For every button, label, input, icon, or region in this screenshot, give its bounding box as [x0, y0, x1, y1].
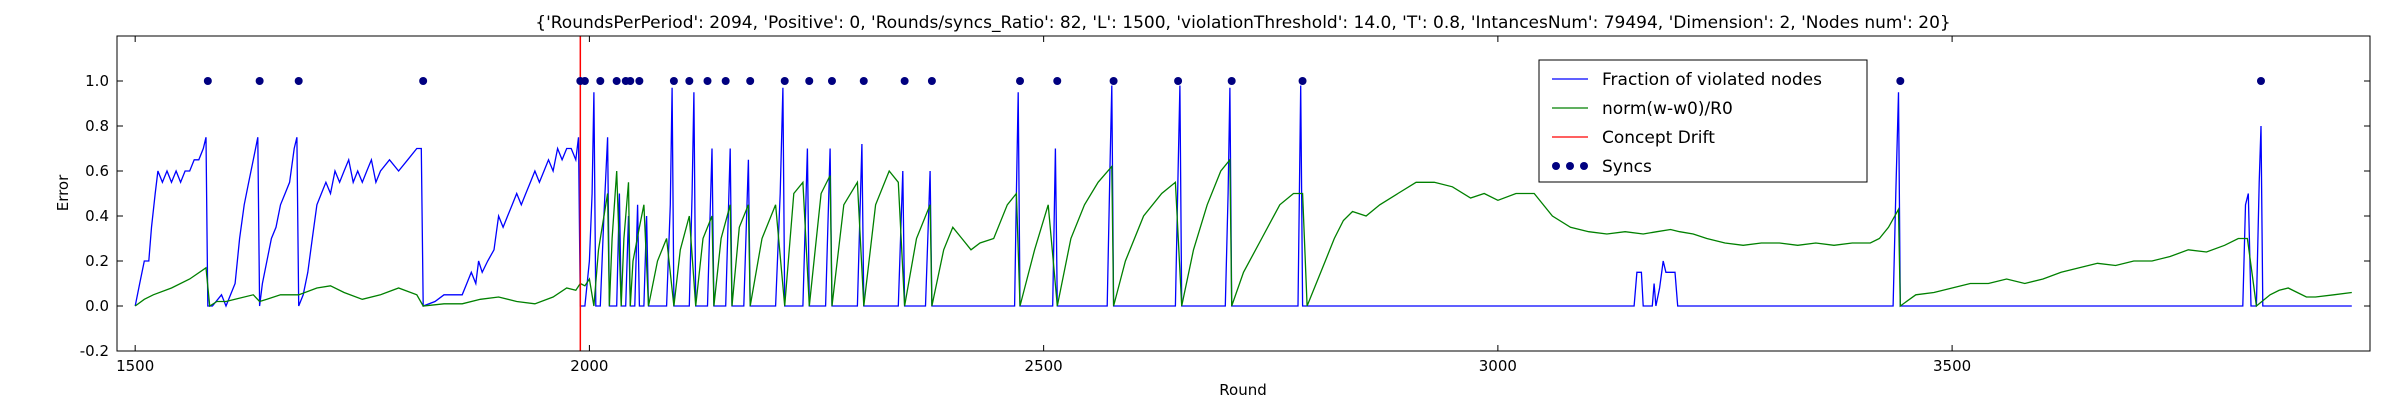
x-tick-label: 2000	[570, 357, 608, 375]
y-tick-label: 1.0	[85, 72, 109, 90]
legend: Fraction of violated nodes norm(w-w0)/R0…	[1538, 59, 1868, 183]
y-tick-label: 0.4	[85, 207, 109, 225]
plot-frame	[116, 35, 2371, 352]
sync-point	[927, 77, 936, 85]
x-tick-label: 1500	[116, 357, 154, 375]
sync-point	[2256, 77, 2265, 85]
series-line-1	[134, 157, 2352, 308]
legend-marker-sync	[1580, 162, 1588, 170]
sync-point	[419, 77, 428, 85]
sync-point	[626, 77, 635, 85]
legend-label-norm: norm(w-w0)/R0	[1602, 99, 1733, 119]
x-tick-label: 3000	[1479, 357, 1517, 375]
series-line-0	[134, 85, 2352, 308]
sync-point	[805, 77, 814, 85]
legend-label-syncs: Syncs	[1602, 157, 1652, 177]
sync-point	[669, 77, 678, 85]
legend-box	[1538, 59, 1868, 183]
y-tick-label: 0.2	[85, 252, 109, 270]
sync-point	[827, 77, 836, 85]
plot-area	[134, 36, 2352, 351]
x-tick-label: 3500	[1933, 357, 1971, 375]
sync-point	[635, 77, 644, 85]
sync-point	[612, 77, 621, 85]
y-axis: -0.2 0.0 0.2 0.4 0.6 0.8 1.0	[80, 72, 2370, 360]
sync-point	[1896, 77, 1905, 85]
sync-point	[1053, 77, 1062, 85]
sync-point	[685, 77, 694, 85]
x-axis-label: Round	[1219, 381, 1266, 399]
sync-point	[746, 77, 755, 85]
sync-point	[203, 77, 212, 85]
y-tick-label: 0.6	[85, 162, 109, 180]
sync-point	[859, 77, 868, 85]
sync-point	[703, 77, 712, 85]
sync-point	[1016, 77, 1025, 85]
sync-point	[1109, 77, 1118, 85]
sync-point	[1174, 77, 1183, 85]
sync-point	[255, 77, 264, 85]
sync-point	[294, 77, 303, 85]
legend-marker-sync	[1566, 162, 1574, 170]
y-tick-label: -0.2	[80, 342, 109, 360]
sync-point	[780, 77, 789, 85]
legend-label-drift: Concept Drift	[1602, 128, 1715, 148]
legend-label-violated: Fraction of violated nodes	[1602, 70, 1822, 90]
y-tick-label: 0.8	[85, 117, 109, 135]
sync-point	[1298, 77, 1307, 85]
sync-point	[721, 77, 730, 85]
y-tick-label: 0.0	[85, 297, 109, 315]
legend-marker-sync	[1552, 162, 1560, 170]
sync-point	[580, 77, 589, 85]
chart-title: {'RoundsPerPeriod': 2094, 'Positive': 0,…	[535, 13, 1950, 33]
sync-point	[900, 77, 909, 85]
sync-point	[596, 77, 605, 85]
y-axis-label: Error	[54, 174, 72, 211]
sync-point	[1227, 77, 1236, 85]
x-tick-label: 2500	[1025, 357, 1063, 375]
x-axis: 1500 2000 2500 3000 3500	[116, 36, 1971, 375]
